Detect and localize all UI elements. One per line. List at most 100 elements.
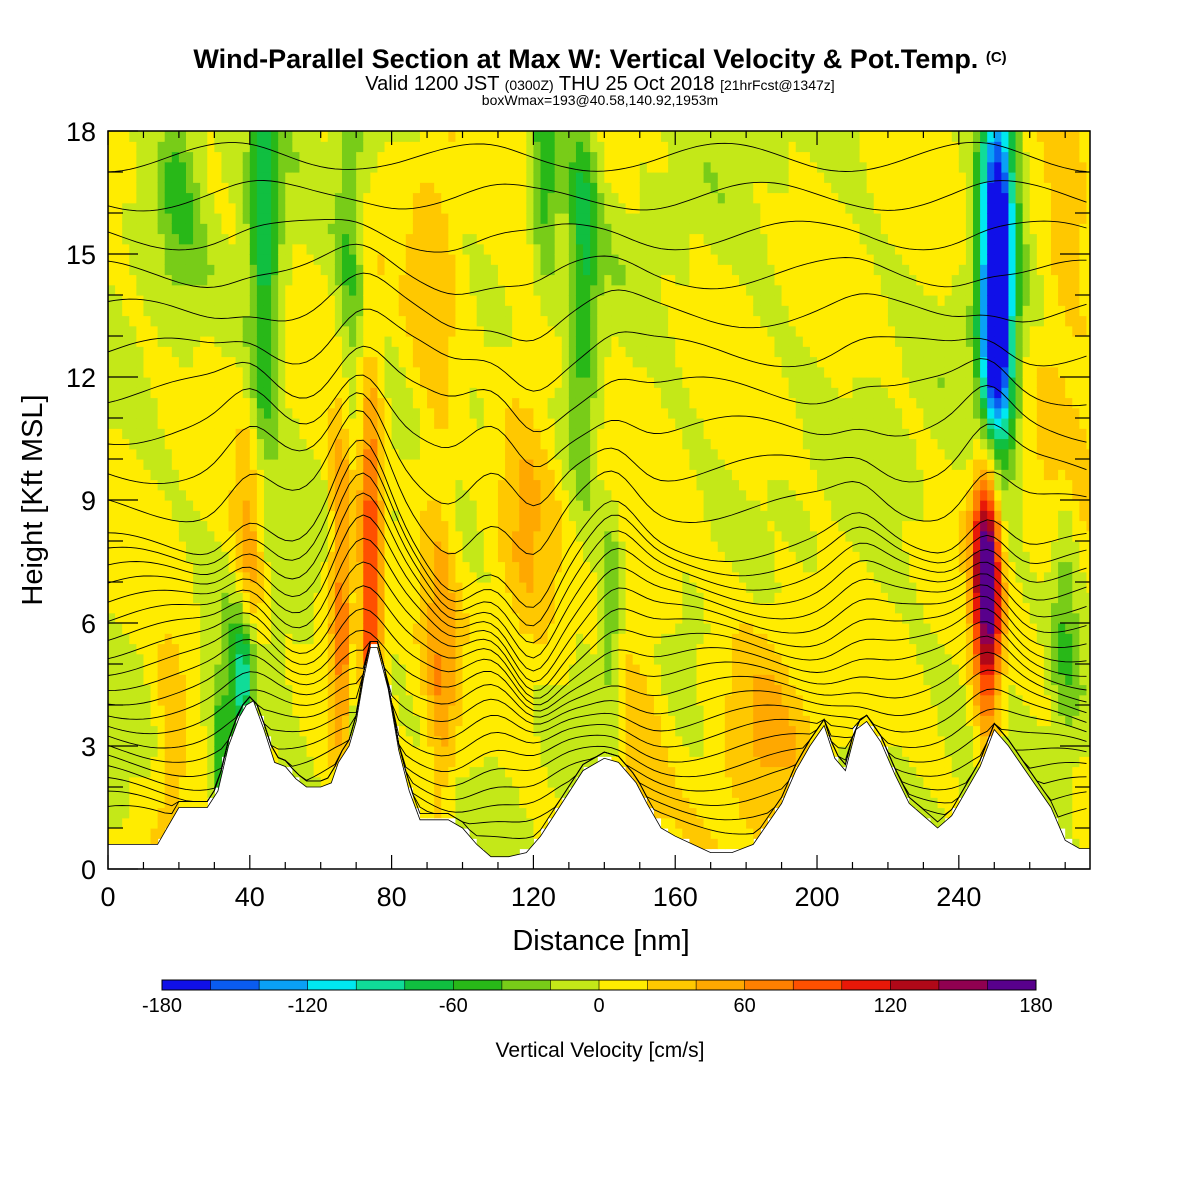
velocity-cell <box>171 674 180 686</box>
velocity-cell <box>505 602 513 614</box>
velocity-cell <box>469 561 478 573</box>
velocity-cell <box>178 694 187 706</box>
velocity-cell <box>632 602 641 614</box>
velocity-cell <box>377 213 386 224</box>
velocity-cell <box>512 489 520 501</box>
velocity-cell <box>590 243 598 255</box>
velocity-cell <box>320 602 329 614</box>
velocity-cell <box>441 325 449 337</box>
velocity-cell <box>164 582 173 593</box>
velocity-cell <box>115 582 123 593</box>
velocity-cell <box>193 592 201 604</box>
velocity-cell <box>150 664 159 675</box>
velocity-cell <box>434 295 442 306</box>
velocity-cell <box>419 233 428 245</box>
velocity-cell <box>143 541 152 552</box>
velocity-cell <box>490 459 499 470</box>
velocity-cell <box>476 233 485 245</box>
velocity-cell <box>193 202 201 214</box>
velocity-cell <box>391 151 400 163</box>
velocity-cell <box>327 438 336 450</box>
velocity-cell <box>427 438 435 450</box>
velocity-cell <box>512 776 520 788</box>
velocity-cell <box>115 407 123 419</box>
velocity-cell <box>554 787 563 798</box>
velocity-cell <box>561 643 570 655</box>
velocity-cell <box>384 530 393 542</box>
velocity-cell <box>235 233 244 245</box>
velocity-cell <box>207 182 215 194</box>
velocity-cell <box>427 387 435 399</box>
velocity-cell <box>384 336 393 347</box>
velocity-cell <box>221 664 230 675</box>
velocity-cell <box>505 817 513 829</box>
velocity-cell <box>646 797 655 809</box>
velocity-cell <box>412 705 421 716</box>
velocity-cell <box>419 243 428 255</box>
velocity-cell <box>490 530 499 542</box>
velocity-cell <box>434 469 442 481</box>
velocity-cell <box>455 366 464 378</box>
velocity-cell <box>108 817 116 829</box>
velocity-cell <box>597 254 605 265</box>
velocity-cell <box>313 418 322 429</box>
velocity-cell <box>639 295 648 306</box>
velocity-cell <box>427 192 435 204</box>
velocity-cell <box>526 407 535 419</box>
velocity-cell <box>136 756 145 768</box>
velocity-cell <box>115 807 123 819</box>
velocity-cell <box>136 715 145 727</box>
velocity-cell <box>228 438 237 450</box>
velocity-cell <box>434 551 442 563</box>
velocity-cell <box>505 223 513 235</box>
velocity-cell <box>207 756 215 768</box>
velocity-cell <box>540 479 549 491</box>
velocity-cell <box>122 766 130 778</box>
velocity-cell <box>129 520 137 532</box>
velocity-cell <box>505 438 513 450</box>
velocity-cell <box>263 428 272 440</box>
velocity-cell <box>334 530 343 542</box>
velocity-cell <box>278 366 286 378</box>
velocity-cell <box>143 192 152 204</box>
velocity-cell <box>526 254 535 265</box>
velocity-cell <box>547 735 556 747</box>
velocity-cell <box>483 387 492 399</box>
velocity-cell <box>129 766 137 778</box>
velocity-cell <box>122 161 130 173</box>
velocity-cell <box>306 571 315 583</box>
velocity-cell <box>455 448 464 460</box>
velocity-cell <box>370 141 379 153</box>
velocity-cell <box>356 653 364 665</box>
velocity-cell <box>228 489 237 501</box>
velocity-cell <box>193 336 201 347</box>
velocity-cell <box>625 377 634 388</box>
velocity-cell <box>150 705 159 716</box>
velocity-cell <box>497 172 506 183</box>
velocity-cell <box>200 643 208 655</box>
velocity-cell <box>455 653 464 665</box>
velocity-cell <box>540 520 549 532</box>
velocity-cell <box>193 674 201 686</box>
velocity-cell <box>313 664 322 675</box>
velocity-cell <box>590 571 598 583</box>
velocity-cell <box>490 817 499 829</box>
velocity-cell <box>512 202 520 214</box>
velocity-cell <box>271 161 279 173</box>
velocity-cell <box>434 561 442 573</box>
velocity-cell <box>611 489 620 501</box>
velocity-cell <box>143 551 152 563</box>
velocity-cell <box>625 705 634 716</box>
velocity-cell <box>497 243 506 255</box>
velocity-cell <box>646 356 655 368</box>
velocity-cell <box>441 243 449 255</box>
velocity-cell <box>646 202 655 214</box>
velocity-cell <box>611 459 620 470</box>
velocity-cell <box>483 274 492 286</box>
velocity-cell <box>193 479 201 491</box>
velocity-cell <box>115 151 123 163</box>
velocity-cell <box>263 397 272 409</box>
velocity-cell <box>448 643 457 655</box>
velocity-cell <box>618 131 627 142</box>
velocity-cell <box>590 274 598 286</box>
